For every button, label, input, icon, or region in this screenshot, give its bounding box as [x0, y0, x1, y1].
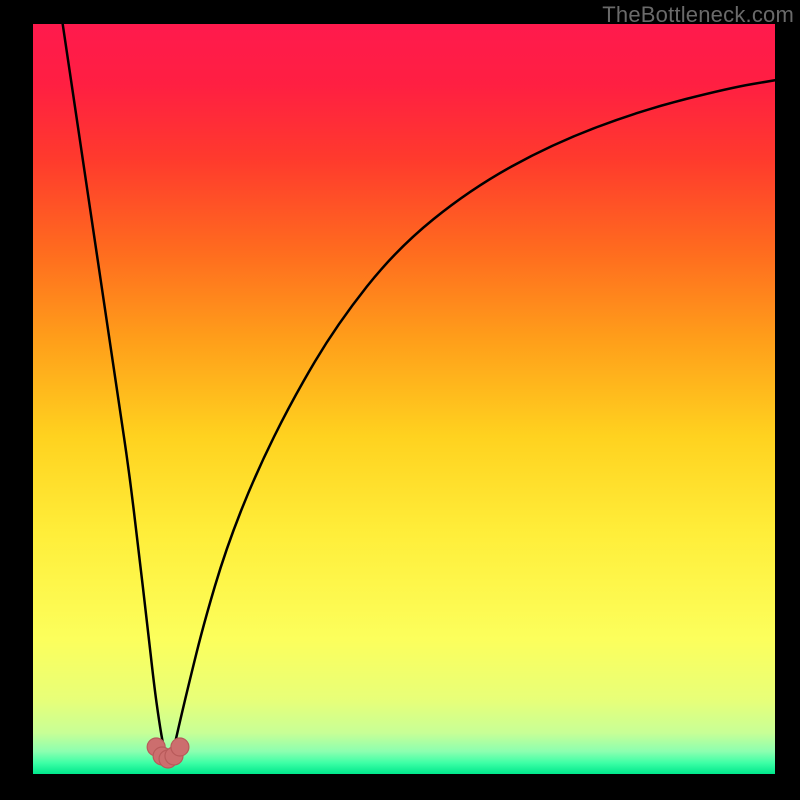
- bottleneck-chart: [0, 0, 800, 800]
- watermark-text: TheBottleneck.com: [602, 2, 794, 28]
- stage: TheBottleneck.com: [0, 0, 800, 800]
- valley-marker: [171, 738, 189, 756]
- plot-background: [33, 24, 775, 774]
